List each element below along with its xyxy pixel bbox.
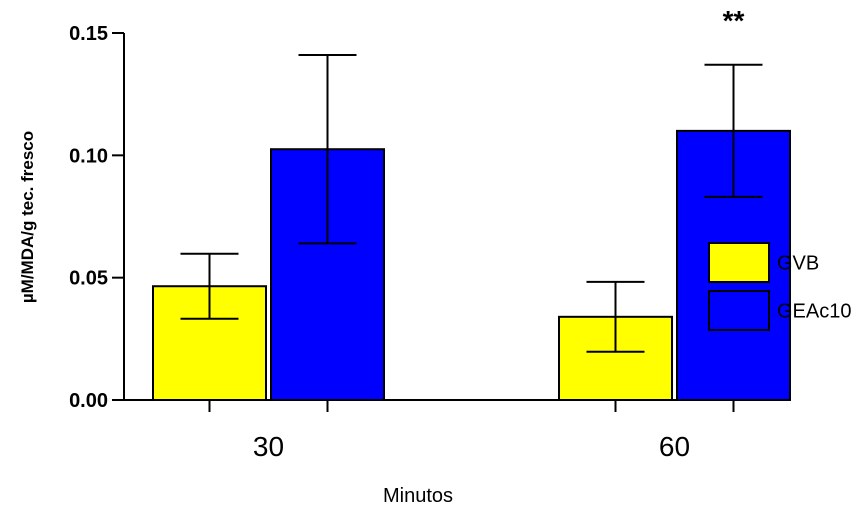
legend-swatch <box>708 290 770 331</box>
legend-label: GEAc10 <box>777 301 851 323</box>
x-category-label: 60 <box>659 431 690 462</box>
plot-area: 0.00 0.05 0.10 0.15 30 ** 60 <box>69 5 791 462</box>
y-tick-label: 0.00 <box>69 390 108 412</box>
legend: GVB GEAc10 <box>708 242 851 331</box>
y-tick-label: 0.10 <box>69 145 108 167</box>
y-tick-label: 0.15 <box>69 23 108 45</box>
significance-annotation: ** <box>723 5 745 36</box>
x-axis-title: Minutos <box>383 485 453 507</box>
legend-label: GVB <box>777 253 819 275</box>
x-category-label: 30 <box>253 431 284 462</box>
legend-swatch <box>708 242 770 283</box>
y-tick-label: 0.05 <box>69 268 108 290</box>
y-axis-title: µM/MDA/g tec. fresco <box>18 131 37 303</box>
